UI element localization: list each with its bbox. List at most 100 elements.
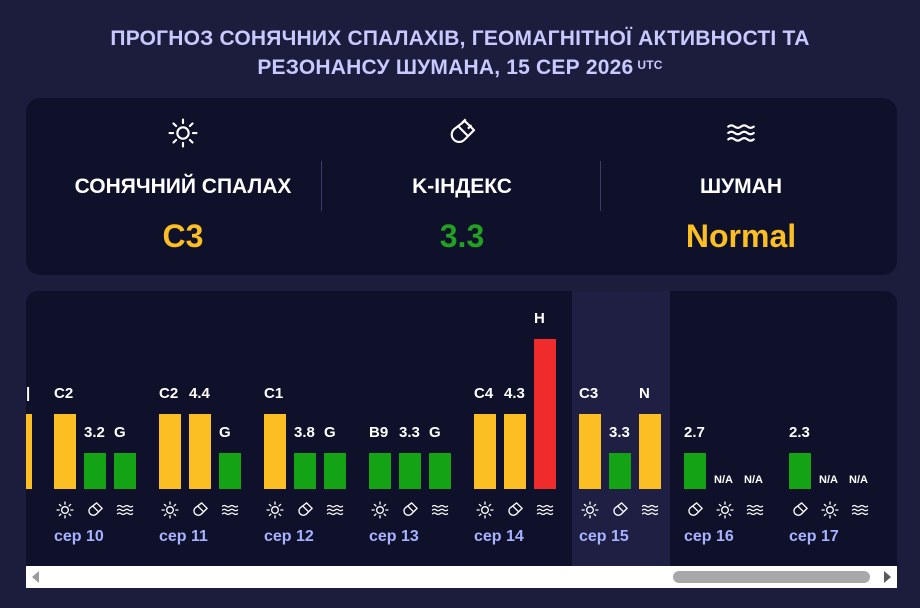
divider bbox=[321, 161, 322, 211]
flare-bar bbox=[54, 414, 76, 489]
magnet-icon bbox=[613, 502, 629, 516]
date-label: сер 10 bbox=[54, 528, 104, 545]
schumann-value: Normal bbox=[685, 218, 797, 254]
waves-icon bbox=[431, 504, 449, 516]
schumann-bar-label: G bbox=[324, 424, 336, 441]
schumann-bar-label: N bbox=[639, 385, 650, 402]
flare-label: СОНЯЧНИЙ СПАЛАХ bbox=[74, 175, 292, 198]
scroll-thumb[interactable] bbox=[673, 571, 870, 583]
partial-bar-label: | bbox=[26, 385, 31, 402]
date-label: сер 15 bbox=[579, 528, 629, 545]
kindex-bar-label: 4.3 bbox=[504, 385, 525, 402]
kindex-bar-label: 3.3 bbox=[609, 424, 630, 441]
page-title: ПРОГНОЗ СОНЯЧНИХ СПАЛАХІВ, ГЕОМАГНІТНОЇ … bbox=[0, 24, 920, 82]
waves-icon bbox=[641, 504, 659, 516]
kindex-bar bbox=[399, 453, 421, 489]
flare-bar bbox=[264, 414, 286, 489]
sun-icon bbox=[56, 501, 74, 519]
flare-bar bbox=[369, 453, 391, 489]
schumann-label: ШУМАН bbox=[700, 175, 782, 198]
waves-icon bbox=[536, 504, 554, 516]
flare-metric: СОНЯЧНИЙ СПАЛАХ C3 bbox=[38, 98, 328, 275]
horizontal-scrollbar[interactable] bbox=[26, 566, 897, 588]
schumann-bar bbox=[429, 453, 451, 489]
flare-bar-label: C1 bbox=[264, 385, 284, 402]
flare-bar-label: C4 bbox=[474, 385, 494, 402]
magnet-icon bbox=[298, 502, 314, 516]
magnet-icon bbox=[317, 116, 607, 150]
schumann-metric: ШУМАН Normal bbox=[596, 98, 886, 275]
waves-icon bbox=[851, 504, 869, 516]
flare-bar-label: B9 bbox=[369, 424, 389, 441]
schumann-bar bbox=[219, 453, 241, 489]
schumann-bar-label: G bbox=[429, 424, 441, 441]
title-line-1: ПРОГНОЗ СОНЯЧНИХ СПАЛАХІВ, ГЕОМАГНІТНОЇ … bbox=[110, 27, 810, 50]
date-label: сер 17 bbox=[789, 528, 839, 545]
date-label: сер 11 bbox=[159, 528, 208, 545]
schumann-bar-label: N/A bbox=[849, 474, 868, 486]
kindex-bar-label: 3.3 bbox=[399, 424, 420, 441]
schumann-bar-label: G bbox=[219, 424, 231, 441]
sun-icon bbox=[161, 501, 179, 519]
scroll-left-icon[interactable] bbox=[32, 571, 39, 583]
kindex-bar-label: 4.4 bbox=[189, 385, 210, 402]
magnet-icon bbox=[508, 502, 524, 516]
kindex-bar bbox=[684, 453, 706, 489]
kindex-label: K-ІНДЕКС bbox=[412, 175, 512, 198]
date-label: сер 14 bbox=[474, 528, 524, 545]
partial-bar bbox=[26, 414, 32, 489]
magnet-icon bbox=[403, 502, 419, 516]
kindex-bar bbox=[609, 453, 631, 489]
magnet-icon bbox=[793, 502, 809, 516]
date-label: сер 12 bbox=[264, 528, 314, 545]
waves-icon bbox=[746, 504, 764, 516]
sun-icon bbox=[476, 501, 494, 519]
kindex-bar-label: 2.3 bbox=[789, 424, 810, 441]
scroll-right-icon[interactable] bbox=[884, 571, 891, 583]
magnet-icon bbox=[193, 502, 209, 516]
flare-bar-label: N/A bbox=[819, 474, 838, 486]
schumann-bar bbox=[324, 453, 346, 489]
waves-icon bbox=[326, 504, 344, 516]
kindex-bar-label: 2.7 bbox=[684, 424, 705, 441]
schumann-bar bbox=[534, 339, 556, 489]
magnet-icon bbox=[688, 502, 704, 516]
waves-icon bbox=[596, 116, 886, 150]
sun-icon bbox=[821, 501, 839, 519]
flare-bar bbox=[159, 414, 181, 489]
flare-value: C3 bbox=[162, 218, 204, 254]
title-line-2: РЕЗОНАНСУ ШУМАНА, 15 СЕР 2026 bbox=[257, 56, 634, 79]
schumann-bar-label: N/A bbox=[744, 474, 763, 486]
kindex-bar bbox=[504, 414, 526, 489]
flare-bar bbox=[474, 414, 496, 489]
date-label: сер 16 bbox=[684, 528, 734, 545]
sun-icon bbox=[266, 501, 284, 519]
waves-icon bbox=[116, 504, 134, 516]
schumann-bar bbox=[639, 414, 661, 489]
kindex-bar-label: 3.2 bbox=[84, 424, 105, 441]
date-label: сер 13 bbox=[369, 528, 419, 545]
schumann-bar bbox=[114, 453, 136, 489]
schumann-bar-label: G bbox=[114, 424, 126, 441]
sun-icon bbox=[716, 501, 734, 519]
kindex-bar bbox=[294, 453, 316, 489]
sun-icon bbox=[581, 501, 599, 519]
schumann-bar-label: H bbox=[534, 310, 545, 327]
magnet-icon bbox=[88, 502, 104, 516]
kindex-bar bbox=[84, 453, 106, 489]
timezone-label: UTC bbox=[637, 58, 663, 72]
flare-bar-label: C3 bbox=[579, 385, 599, 402]
sun-icon bbox=[38, 116, 328, 150]
kindex-bar bbox=[189, 414, 211, 489]
flare-bar bbox=[579, 414, 601, 489]
kindex-bar-label: 3.8 bbox=[294, 424, 315, 441]
kindex-bar bbox=[789, 453, 811, 489]
kindex-value: 3.3 bbox=[439, 218, 485, 254]
kindex-metric: K-ІНДЕКС 3.3 bbox=[317, 98, 607, 275]
flare-bar-label: N/A bbox=[714, 474, 733, 486]
divider bbox=[600, 161, 601, 211]
flare-bar-label: C2 bbox=[54, 385, 74, 402]
summary-panel: СОНЯЧНИЙ СПАЛАХ C3 K-ІНДЕКС 3.3 ШУМАН No… bbox=[26, 98, 897, 275]
sun-icon bbox=[371, 501, 389, 519]
